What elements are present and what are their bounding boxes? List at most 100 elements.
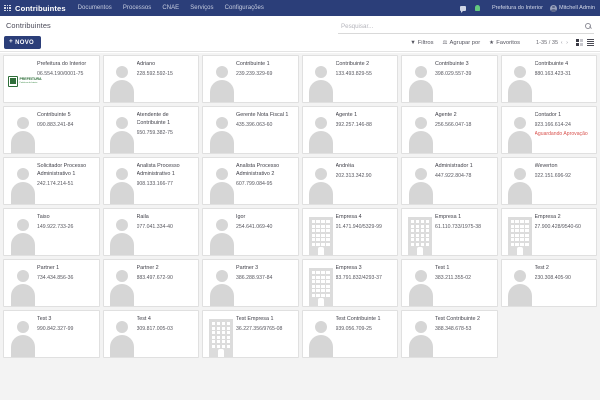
kanban-card-document: 383.211.355-02 (435, 274, 471, 281)
search-input[interactable] (340, 22, 585, 30)
kanban-card[interactable]: PREFEITURA Prefeitura do Interior Prefeitu… (3, 55, 100, 103)
kanban-card-name: Andréia (335, 163, 355, 169)
kanban-card[interactable]: Contribuinte 3 398.029.557-39 (401, 55, 498, 103)
person-avatar-icon (107, 111, 137, 153)
kanban-card-document: 908.133.166-77 (136, 180, 173, 187)
user-menu[interactable]: Mitchell Admin (549, 4, 595, 12)
kanban-card[interactable]: Contribuinte 5 090.883.241-84 (3, 106, 100, 154)
kanban-card[interactable]: Test Empresa 1 36.227.356/9765-08 (202, 310, 299, 358)
nav-menu-servicos[interactable]: Serviços (190, 5, 214, 11)
person-avatar (9, 317, 36, 357)
kanban-card[interactable]: Andréia 202.313.342.90 (301, 157, 398, 205)
kanban-card-document: 202.313.342.90 (335, 172, 372, 179)
kanban-card[interactable]: Atendente de Contribuinte 1 650.759.382-7… (102, 106, 199, 154)
kanban-card-document: 939.056.709-25 (335, 325, 372, 332)
kanban-card[interactable]: Raila 077.041.334-40 (102, 208, 199, 256)
kanban-card-document: 309.817.005-03 (136, 325, 173, 332)
kanban-card-name: Analista Processo Administrativo 2 (236, 163, 280, 177)
chevron-right-icon[interactable]: › (566, 39, 568, 46)
kanban-card-document: 022.151.696-92 (534, 172, 571, 179)
activities-button[interactable] (474, 5, 485, 11)
company-switcher[interactable]: Prefeitura do Interior (491, 5, 543, 11)
search-icon[interactable] (585, 23, 591, 29)
kanban-card[interactable]: Test 4 309.817.005-03 (102, 310, 199, 358)
chevron-left-icon[interactable]: ‹ (560, 39, 563, 46)
breadcrumb-row: Contribuintes (0, 16, 600, 34)
kanban-card[interactable]: Partner 2 883.497.672-90 (102, 259, 199, 307)
plus-icon: + (9, 38, 14, 46)
kanban-card[interactable]: Contribuinte 2 133.493.829-55 (301, 55, 398, 103)
kanban-card-body: Analista Processo Administrativo 1 908.13… (137, 162, 196, 204)
kanban-card[interactable]: Weverton 022.151.696-92 (500, 157, 597, 205)
kanban-card[interactable]: Test 2 230.308.405-90 (500, 259, 597, 307)
person-avatar-icon (107, 60, 137, 102)
person-avatar (507, 164, 534, 204)
kanban-card[interactable]: Adriano 228.592.592-15 (102, 55, 199, 103)
kanban-card[interactable]: Test 3 990.842.327-99 (3, 310, 100, 358)
kanban-card[interactable]: Test 1 383.211.355-02 (401, 259, 498, 307)
favorites-dropdown[interactable]: ★ Favoritos (489, 40, 520, 46)
person-avatar-icon (7, 213, 37, 255)
kanban-card[interactable]: Partner 1 734.434.856-36 (3, 259, 100, 307)
building-avatar (308, 217, 333, 255)
kanban-card[interactable]: Empresa 4 01.471.940/5329-99 (301, 208, 398, 256)
kanban-card[interactable]: Solicitador Processo Administrativo 1 242… (3, 157, 100, 205)
kanban-card[interactable]: Empresa 3 83.791.832/4293-37 (301, 259, 398, 307)
kanban-card-document: 650.759.382-75 (136, 129, 173, 136)
kanban-card[interactable]: Partner 3 386.288.937-84 (202, 259, 299, 307)
person-avatar (308, 164, 335, 204)
kanban-card-body: Igor 254.641.069-40 (236, 213, 295, 255)
nav-menu-cnae[interactable]: CNAE (162, 5, 180, 11)
kanban-card-name: Partner 2 (136, 265, 159, 271)
person-avatar-icon (306, 315, 336, 357)
group-by-dropdown[interactable]: ⚖ Agrupar por (443, 40, 481, 46)
person-avatar (407, 317, 434, 357)
kanban-card[interactable]: Contribuinte 1 239.239.329-69 (202, 55, 299, 103)
kanban-icon[interactable] (576, 39, 583, 46)
person-avatar-icon (505, 264, 535, 306)
kanban-card[interactable]: Agente 2 256.566.047-18 (401, 106, 498, 154)
kanban-card-name: Weverton (534, 163, 558, 169)
kanban-card-body: Contribuinte 5 090.883.241-84 (37, 111, 96, 153)
nav-menu-processos[interactable]: Processos (122, 5, 152, 11)
kanban-card[interactable]: Analista Processo Administrativo 2 607.79… (202, 157, 299, 205)
searchview[interactable] (338, 19, 594, 34)
kanban-card-name: Contribuinte 3 (435, 61, 469, 67)
kanban-card[interactable]: Agente 1 392.257.146-88 (301, 106, 398, 154)
kanban-card[interactable]: Test Contribuinte 2 388.348.678-53 (401, 310, 498, 358)
filters-dropdown[interactable]: ▼ Filtros (410, 40, 433, 46)
nav-menu-configuracoes[interactable]: Configurações (224, 5, 264, 11)
kanban-card-body: Agente 1 392.257.146-88 (336, 111, 395, 153)
kanban-card[interactable]: Empresa 1 61.110.733/1975-38 (401, 208, 498, 256)
kanban-card-name: Contribuinte 4 (534, 61, 569, 67)
kanban-card[interactable]: Analista Processo Administrativo 1 908.13… (102, 157, 199, 205)
person-avatar (109, 62, 136, 102)
kanban-card-name: Administrador 1 (435, 163, 473, 169)
kanban-card-body: Contribuinte 1 239.239.329-69 (236, 60, 295, 102)
kanban-card-document: 090.883.241-84 (37, 121, 74, 128)
kanban-card[interactable]: Administrador 1 447.922.804-78 (401, 157, 498, 205)
kanban-card-name: Empresa 3 (335, 265, 362, 271)
nav-menu-documentos[interactable]: Documentos (77, 5, 112, 11)
star-icon: ★ (489, 39, 495, 46)
pager-range[interactable]: 1-35 / 35 (536, 39, 559, 46)
kanban-card-body: Empresa 1 61.110.733/1975-38 (435, 213, 494, 255)
kanban-card[interactable]: Contribuinte 4 880.163.423-31 (500, 55, 597, 103)
new-button[interactable]: + NOVO (4, 36, 41, 49)
kanban-card-document: 149.922.733-26 (37, 223, 74, 230)
kanban-card[interactable]: Gerente Nota Fiscal 1 435.396.063-60 (202, 106, 299, 154)
kanban-card[interactable]: Test Contribuinte 1 939.056.709-25 (301, 310, 398, 358)
kanban-card[interactable]: Taiso 149.922.733-26 (3, 208, 100, 256)
kanban-card[interactable]: Empresa 2 27.900.428/9540-60 (500, 208, 597, 256)
breadcrumb[interactable]: Contribuintes (6, 20, 51, 30)
building-icon (306, 213, 336, 255)
kanban-card-name: Raila (136, 214, 149, 220)
view-switcher (576, 39, 594, 46)
kanban-card[interactable]: Igor 254.641.069-40 (202, 208, 299, 256)
messages-button[interactable] (459, 5, 468, 13)
list-icon[interactable] (587, 39, 594, 46)
app-name[interactable]: Contribuintes (15, 3, 66, 13)
kanban-card[interactable]: Contador 1 923.166.614-24 Aguardando Aprov… (500, 106, 597, 154)
kanban-card-body: Test 4 309.817.005-03 (137, 315, 196, 357)
apps-grid-icon[interactable] (4, 4, 11, 12)
